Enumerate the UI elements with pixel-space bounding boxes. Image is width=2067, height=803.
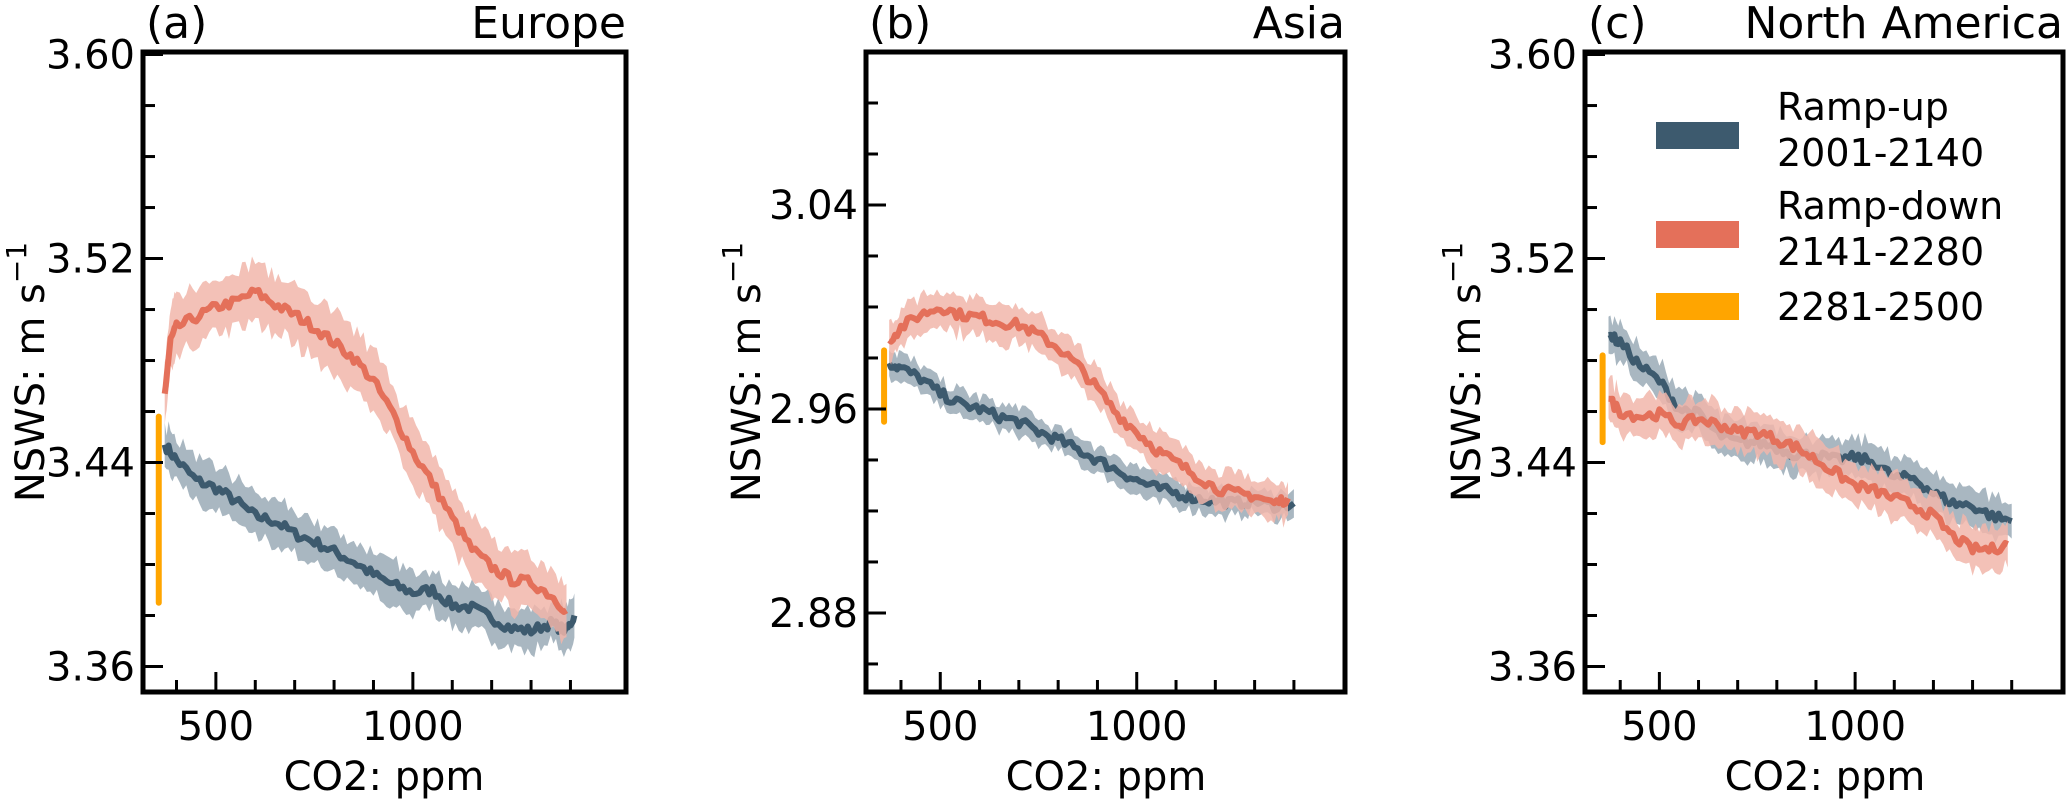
- panel-c-xlabel: CO2: ppm: [1725, 754, 1926, 800]
- panel-a-title: Europe: [471, 0, 626, 49]
- y-tick-label: 3.36: [46, 645, 135, 691]
- panel-b-ylabel: NSWS: m s−1: [716, 242, 770, 502]
- ylabel-sup: −1: [716, 242, 749, 283]
- y-tick-label: 2.88: [769, 591, 858, 637]
- panel-c-ramp-up-band: [1608, 315, 2012, 544]
- panel-c-ramp-down-band: [1608, 375, 2008, 576]
- panel-c-ylabel: NSWS: m s−1: [1436, 242, 1490, 502]
- panel-a-ylabel: NSWS: m s−1: [0, 242, 54, 502]
- y-tick-label: 3.60: [1488, 33, 1577, 79]
- legend-swatch-ramp-down: [1656, 221, 1739, 248]
- y-tick-label: 3.44: [1488, 441, 1577, 487]
- y-tick-label: 3.04: [769, 183, 858, 229]
- panel-c: (c) North America CO2: ppm NSWS: m s−1 3…: [1436, 0, 2066, 800]
- y-tick-label: 3.44: [46, 441, 135, 487]
- panel-b-label: (b): [869, 0, 931, 49]
- ylabel-sup: −1: [1436, 242, 1469, 283]
- panel-a-xlabel: CO2: ppm: [284, 754, 485, 800]
- y-tick-label: 3.52: [46, 237, 135, 283]
- panel-a-ramp-down-band: [164, 256, 567, 645]
- x-tick-label: 1000: [362, 704, 464, 750]
- y-tick-label: 3.52: [1488, 237, 1577, 283]
- y-tick-label: 3.60: [46, 33, 135, 79]
- panel-a-label: (a): [146, 0, 207, 49]
- panel-b: (b) Asia CO2: ppm NSWS: m s−1 2.88 2.96 3.…: [716, 0, 1348, 800]
- legend-swatch-ramp-up: [1656, 122, 1739, 149]
- legend-label-late: 2281-2500: [1777, 285, 1984, 329]
- legend-label-ramp-down-1: Ramp-down: [1777, 184, 2003, 228]
- x-tick-label: 500: [178, 704, 254, 750]
- legend: Ramp-up 2001-2140 Ramp-down 2141-2280 22…: [1656, 85, 2003, 329]
- ylabel-sup: −1: [0, 242, 33, 283]
- panel-a: (a) Europe CO2: ppm NSWS: m s−1 3.36 3.44…: [0, 0, 629, 800]
- ylabel-main: NSWS: m s: [1444, 283, 1490, 502]
- panel-c-plot: 3.36 3.44 3.52 3.60 500 1000: [1488, 33, 2066, 750]
- x-tick-label: 1000: [1804, 704, 1906, 750]
- panel-a-ramp-up-band: [164, 421, 575, 658]
- y-tick-label: 2.96: [769, 387, 858, 433]
- panel-b-title: Asia: [1253, 0, 1345, 49]
- panel-a-ramp-up-line: [161, 442, 578, 637]
- panel-b-frame: [863, 49, 1348, 695]
- legend-label-ramp-up-2: 2001-2140: [1777, 131, 1984, 175]
- y-tick-label: 3.36: [1488, 645, 1577, 691]
- panel-a-frame: [140, 49, 629, 695]
- ylabel-main: NSWS: m s: [8, 283, 54, 502]
- panel-a-plot: 3.36 3.44 3.52 3.60 500 1000: [46, 33, 629, 750]
- panel-c-label: (c): [1588, 0, 1647, 49]
- panel-b-plot: 2.88 2.96 3.04 500 1000: [769, 49, 1348, 750]
- legend-swatch-late: [1656, 293, 1739, 320]
- x-tick-label: 500: [1621, 704, 1697, 750]
- x-tick-label: 1000: [1086, 704, 1188, 750]
- panel-b-xlabel: CO2: ppm: [1006, 754, 1207, 800]
- panel-a-ramp-down-line: [161, 286, 569, 615]
- panel-b-ramp-down-line: [887, 306, 1291, 508]
- panel-c-title: North America: [1744, 0, 2063, 49]
- legend-label-ramp-up-1: Ramp-up: [1777, 85, 1949, 129]
- x-tick-label: 500: [902, 704, 978, 750]
- panel-c-ramp-down-line: [1607, 395, 2009, 556]
- legend-label-ramp-down-2: 2141-2280: [1777, 230, 1984, 274]
- panel-c-frame: [1582, 49, 2066, 695]
- ylabel-main: NSWS: m s: [724, 283, 770, 502]
